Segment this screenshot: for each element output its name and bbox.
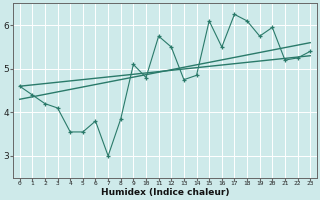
X-axis label: Humidex (Indice chaleur): Humidex (Indice chaleur) — [101, 188, 229, 197]
